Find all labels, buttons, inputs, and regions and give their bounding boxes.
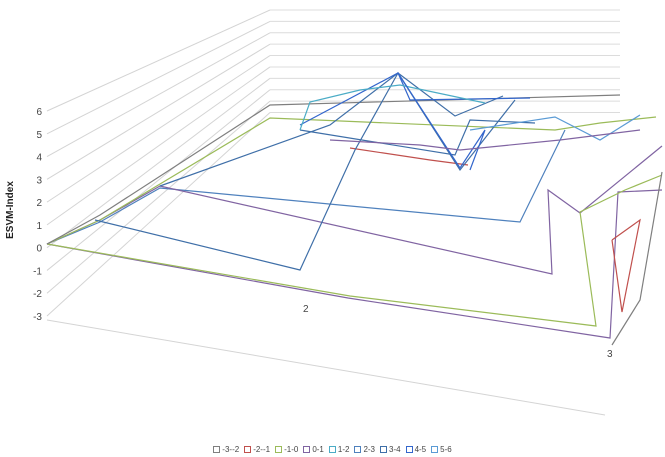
- surface-line: [46, 145, 663, 275]
- surface-line: [329, 129, 641, 151]
- gridline: [46, 43, 271, 180]
- surface-line: [349, 147, 469, 166]
- gridline: [46, 32, 271, 157]
- surface-line: [94, 71, 516, 271]
- surface-line: [611, 218, 641, 313]
- legend-swatch: [328, 445, 336, 453]
- legend-item: 0-1: [303, 442, 324, 456]
- y-axis-label: ESVM-Index: [5, 181, 16, 239]
- z-tick-label: 2: [36, 198, 42, 209]
- legend-label: -1-0: [284, 444, 299, 454]
- legend-label: 5-6: [440, 444, 452, 454]
- surface-line: [299, 72, 531, 126]
- legend-item: -2--1: [244, 442, 270, 456]
- surface-line: [46, 189, 663, 339]
- surface-line: [469, 114, 641, 141]
- x-tick-label: 2: [303, 304, 309, 315]
- legend-item: 3-4: [380, 442, 401, 456]
- z-tick-label: -3: [33, 312, 42, 323]
- surface-wireframe: [46, 71, 663, 346]
- gridline: [46, 112, 271, 317]
- legend-item: 1-2: [328, 442, 350, 456]
- legend-label: 4-5: [414, 444, 427, 454]
- z-tick-labels: -3 -2 -1 0 1 2 3 4 5 6: [33, 107, 42, 323]
- z-tick-label: 4: [36, 153, 42, 164]
- z-gridlines: [46, 9, 620, 416]
- gridline: [46, 77, 271, 249]
- legend-item: 4-5: [405, 442, 427, 456]
- z-tick-label: -1: [33, 266, 42, 277]
- surface-line: [611, 171, 663, 346]
- legend-label: 0-1: [312, 444, 324, 454]
- gridline: [46, 55, 271, 203]
- legend-swatch: [431, 445, 439, 453]
- legend-item: -1-0: [275, 442, 298, 456]
- gridline: [46, 100, 271, 294]
- z-tick-label: -2: [33, 289, 42, 300]
- surface-line: [46, 94, 621, 245]
- gridline: [46, 20, 271, 135]
- legend-label: -2--1: [253, 444, 271, 454]
- legend-swatch: [275, 445, 283, 453]
- surface-line: [46, 129, 566, 245]
- legend-swatch: [213, 445, 221, 453]
- legend-item: -3--2: [213, 442, 239, 456]
- legend-swatch: [405, 445, 413, 453]
- legend-label: -3--2: [222, 444, 240, 454]
- legend-label: 2-3: [363, 444, 375, 454]
- legend-item: 2-3: [354, 442, 375, 456]
- legend: -3--2 -2--1 -1-0 0-1 1-2 2-3 3-4 4-5 5-6: [0, 442, 665, 456]
- z-tick-label: 5: [36, 130, 42, 141]
- legend-item: 5-6: [431, 442, 452, 456]
- floor-edge: [46, 319, 606, 416]
- gridline: [46, 89, 271, 271]
- legend-label: 1-2: [337, 444, 350, 454]
- gridline: [46, 66, 271, 226]
- legend-swatch: [303, 445, 311, 453]
- legend-label: 3-4: [389, 444, 401, 454]
- z-tick-label: 3: [36, 175, 42, 186]
- surface-line: [299, 84, 486, 131]
- legend-swatch: [244, 445, 252, 453]
- surface-line: [46, 116, 657, 245]
- z-tick-label: 0: [36, 244, 42, 255]
- x-tick-label: 3: [607, 349, 613, 360]
- gridline: [46, 9, 271, 112]
- surface-line: [46, 174, 663, 327]
- z-tick-label: 1: [36, 221, 42, 232]
- legend-swatch: [380, 445, 387, 453]
- legend-swatch: [354, 445, 362, 453]
- z-tick-label: 6: [36, 107, 42, 118]
